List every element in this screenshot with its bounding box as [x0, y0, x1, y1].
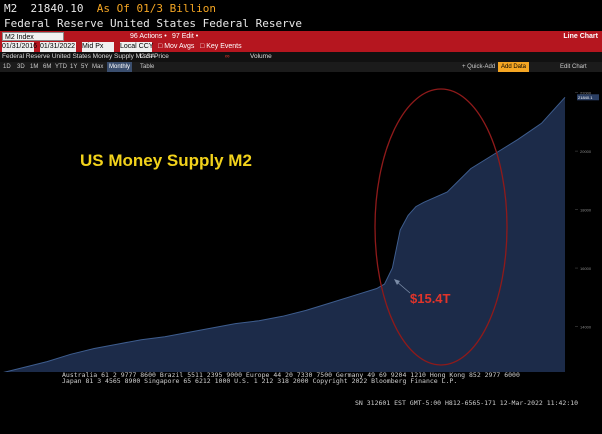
- frequency-select[interactable]: Monthly: [107, 62, 133, 72]
- chart-type-label: Line Chart: [563, 33, 598, 40]
- quick-add-button[interactable]: + Quick-Add: [462, 64, 496, 70]
- last-value-tag: 21840.1: [577, 94, 599, 101]
- range-1y[interactable]: 1Y: [70, 64, 78, 70]
- last-value-label: 21840.1: [578, 95, 593, 100]
- field-select[interactable]: Mid Px: [82, 42, 114, 52]
- subtitle-row: Federal Reserve United States Federal Re…: [0, 17, 602, 31]
- m2-area: [5, 97, 565, 372]
- function-toolbar: M2 Index 96 Actions • 97 Edit • Line Cha…: [0, 31, 602, 42]
- footer-line-2: Japan 81 3 4565 8900 Singapore 65 6212 1…: [62, 377, 458, 385]
- last-price-label: Last Price: [140, 53, 169, 60]
- title-row: M2 21840.10 As Of 01/3 Billion: [0, 0, 602, 17]
- y-axis: 22000 20000 18000 16000 14000: [575, 91, 592, 330]
- range-6m[interactable]: 6M: [43, 64, 52, 70]
- m2-area-chart: MarJunSepDecMarJunSepDecMarJunSepDecMarJ…: [3, 88, 599, 372]
- legend-row: Federal Reserve United States Money Supp…: [0, 52, 602, 62]
- chart-title: US Money Supply M2: [80, 151, 252, 170]
- last-price-marker-icon: ∞: [225, 53, 230, 60]
- range-5y[interactable]: 5Y: [81, 64, 89, 70]
- end-date-input[interactable]: 01/31/2022: [40, 42, 76, 52]
- checkbox-icon: □: [158, 43, 163, 50]
- y-tick-label: 22000: [580, 91, 592, 96]
- y-tick-label: 18000: [580, 208, 592, 213]
- actions-menu[interactable]: 96 Actions •: [130, 33, 167, 40]
- arrow-head-icon: [394, 279, 400, 285]
- edit-menu[interactable]: 97 Edit •: [172, 33, 199, 40]
- edit-chart-button[interactable]: Edit Chart: [560, 64, 587, 70]
- currency-select[interactable]: Local CCY: [120, 42, 154, 52]
- table-button[interactable]: Table: [140, 64, 155, 70]
- range-1d[interactable]: 1D: [3, 64, 11, 70]
- as-of-label: As Of 01/3 Billion: [96, 2, 216, 15]
- range-1m[interactable]: 1M: [30, 64, 39, 70]
- security-subtitle: Federal Reserve United States Federal Re…: [4, 17, 303, 30]
- volume-label: Volume: [250, 53, 272, 60]
- range-bar: 1D 3D 1M 6M YTD 1Y 5Y Max Monthly Table …: [0, 62, 602, 72]
- range-max[interactable]: Max: [92, 64, 104, 70]
- add-data-input[interactable]: Add Data: [498, 62, 530, 72]
- m2-line: [3, 96, 566, 372]
- y-tick-label: 20000: [580, 149, 592, 154]
- y-tick-label: 16000: [580, 266, 592, 271]
- y-tick-label: 14000: [580, 325, 592, 330]
- mov-avgs-toggle[interactable]: □ Mov Avgs: [158, 43, 195, 50]
- footer-line-3: SN 312601 EST GMT-5:00 H812-6565-171 12-…: [355, 399, 579, 407]
- key-events-toggle[interactable]: □ Key Events: [200, 43, 242, 50]
- range-3d[interactable]: 3D: [17, 64, 25, 70]
- footer-line-1: Australia 61 2 9777 8600 Brazil 5511 239…: [62, 371, 520, 379]
- security-value: M2 21840.10 As Of 01/3 Billion: [4, 2, 216, 15]
- start-date-input[interactable]: 01/31/2016: [2, 42, 38, 52]
- range-ytd[interactable]: YTD: [55, 64, 67, 70]
- callout-label: $15.4T: [410, 291, 451, 306]
- date-toolbar: 01/31/2016 01/31/2022 Mid Px Local CCY □…: [0, 42, 602, 52]
- checkbox-icon: □: [200, 43, 205, 50]
- last-value-box: [577, 94, 599, 101]
- highlight-ellipse: [374, 88, 508, 366]
- ticker-input[interactable]: M2 Index: [2, 32, 64, 41]
- series-name: Federal Reserve United States Money Supp…: [2, 53, 156, 60]
